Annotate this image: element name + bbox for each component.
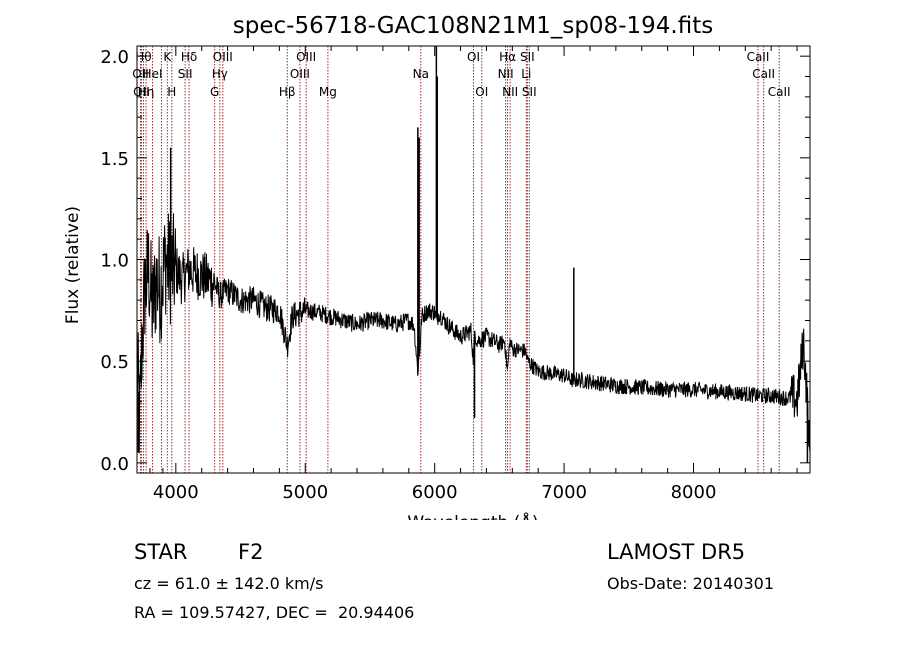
x-tick-label-2: 6000 xyxy=(412,482,458,503)
redshift-text: cz = 61.0 ± 142.0 km/s xyxy=(134,574,324,593)
line-label-18: OI xyxy=(467,50,480,64)
line-label-7: H xyxy=(167,85,176,99)
line-label-0: OII xyxy=(132,67,149,81)
line-label-2: Hθ xyxy=(135,50,151,64)
line-label-21: Hα xyxy=(499,50,516,64)
line-label-26: CaII xyxy=(747,50,770,64)
spectral-line-markers xyxy=(139,46,780,473)
object-class: STAR xyxy=(134,540,188,564)
y-tick-label-2: 1.0 xyxy=(100,251,129,272)
line-label-4: HeI xyxy=(143,67,163,81)
spectrum-chart: spec-56718-GAC108N21M1_sp08-194.fits OII… xyxy=(63,13,811,520)
y-tick-label-3: 1.5 xyxy=(100,149,129,170)
line-label-3: Hη xyxy=(138,85,155,99)
line-label-13: Hβ xyxy=(279,85,296,99)
x-tick-label-0: 4000 xyxy=(153,482,199,503)
line-label-28: CaII xyxy=(768,85,791,99)
line-label-12: OIII xyxy=(213,50,233,64)
line-label-9: Hδ xyxy=(181,50,197,64)
line-label-24: SII xyxy=(520,50,535,64)
survey-label: LAMOST DR5 xyxy=(607,540,746,564)
spectrum-line xyxy=(136,213,811,454)
spectrum-spikes xyxy=(137,46,809,463)
line-label-10: G xyxy=(210,85,219,99)
line-label-11: Hγ xyxy=(212,67,228,81)
line-label-8: SII xyxy=(178,67,193,81)
line-label-6: K xyxy=(163,50,172,64)
chart-title: spec-56718-GAC108N21M1_sp08-194.fits xyxy=(233,13,713,39)
y-axis-ticks: 0.0 0.5 1.0 1.5 2.0 xyxy=(100,47,810,475)
line-label-27: CaII xyxy=(752,67,775,81)
radec-text: RA = 109.57427, DEC = 20.94406 xyxy=(134,603,415,622)
line-label-16: Mg xyxy=(319,85,337,99)
y-tick-label-0: 0.0 xyxy=(100,454,129,475)
y-tick-label-4: 2.0 xyxy=(100,47,129,68)
line-label-17: Na xyxy=(413,67,429,81)
line-label-20: NII xyxy=(498,67,514,81)
object-subclass: F2 xyxy=(238,540,264,564)
y-tick-label-1: 0.5 xyxy=(100,352,129,373)
y-axis-label: Flux (relative) xyxy=(63,206,83,324)
line-label-19: OI xyxy=(475,85,488,99)
line-label-25: SII xyxy=(522,85,537,99)
x-axis-ticks: 4000 5000 6000 7000 8000 xyxy=(149,46,798,503)
line-label-14: OIII xyxy=(290,67,310,81)
spectral-line-labels: OIIOIIHθHηHeIKHSIIHδGHγOIIIHβOIIIOIIIMgN… xyxy=(132,50,790,99)
x-tick-label-1: 5000 xyxy=(282,482,328,503)
x-tick-label-4: 8000 xyxy=(671,482,717,503)
line-label-22: NII xyxy=(502,85,518,99)
x-axis-label: Wavelength (Å) xyxy=(407,511,538,520)
obs-date-text: Obs-Date: 20140301 xyxy=(607,574,775,593)
line-label-15: OIII xyxy=(296,50,316,64)
x-tick-label-3: 7000 xyxy=(541,482,587,503)
line-label-23: Li xyxy=(521,67,531,81)
